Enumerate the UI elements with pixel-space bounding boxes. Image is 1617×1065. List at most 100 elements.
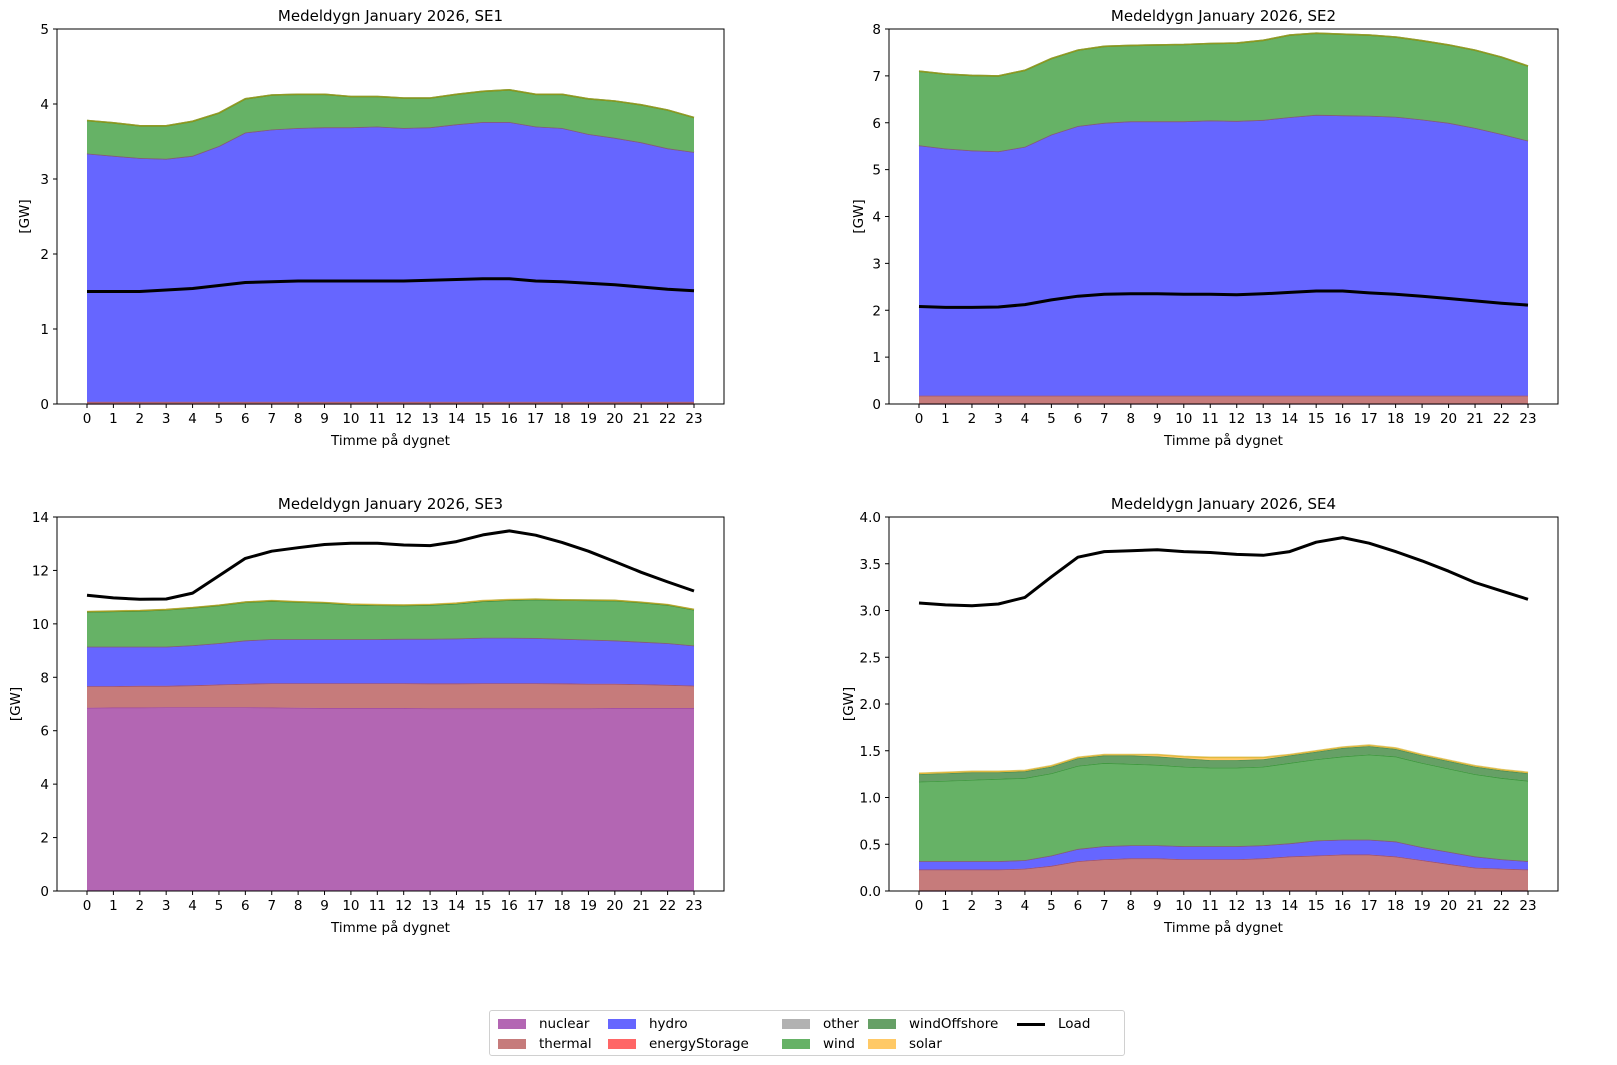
y-tick-label: 12	[32, 563, 49, 579]
x-tick-label: 11	[1202, 411, 1219, 427]
area-edge-solar	[918, 744, 1529, 774]
area-hydro	[919, 114, 1528, 396]
legend-swatch-nuclear	[498, 1019, 526, 1029]
y-tick-label: 2	[40, 247, 49, 263]
legend-swatch-solar	[868, 1039, 896, 1049]
y-tick-label: 1	[40, 322, 49, 338]
x-tick-label: 9	[1153, 411, 1162, 427]
plot-area	[86, 529, 695, 891]
x-tick-label: 16	[1334, 411, 1351, 427]
subplot-title: Medeldygn January 2026, SE4	[1111, 495, 1336, 513]
x-tick-label: 21	[1466, 411, 1483, 427]
subplot-title: Medeldygn January 2026, SE1	[278, 7, 503, 25]
x-tick-label: 7	[267, 411, 276, 427]
y-tick-label: 8	[40, 670, 49, 686]
x-tick-label: 9	[1153, 898, 1162, 914]
legend-swatch-other	[782, 1019, 810, 1029]
x-tick-label: 15	[474, 411, 491, 427]
area-edge-other	[87, 636, 695, 648]
x-tick-label: 18	[553, 411, 570, 427]
legend-label: nuclear	[539, 1016, 590, 1032]
area-edge-solar	[86, 88, 695, 127]
x-tick-label: 20	[1440, 411, 1457, 427]
x-axis-label: Timme på dygnet	[330, 432, 450, 449]
x-tick-label: 20	[1440, 898, 1457, 914]
x-tick-label: 7	[267, 898, 276, 914]
legend-label: Load	[1058, 1016, 1091, 1032]
x-tick-label: 4	[1021, 411, 1030, 427]
subplot-se2: 0 1 2 3 4 5 6 7 8 9 10 11 12 13 14 15 16 17 18 19 20 21 22 2301…	[851, 7, 1559, 449]
x-tick-label: 0	[915, 898, 924, 914]
legend-item-thermal: thermal	[498, 1035, 592, 1053]
x-tick-label: 20	[606, 898, 623, 914]
legend: nuclear thermal hydro energyStorage othe…	[489, 1010, 1125, 1056]
x-tick-label: 18	[1387, 411, 1404, 427]
x-tick-label: 1	[109, 898, 118, 914]
area-edge-solar	[86, 598, 695, 613]
y-tick-label: 2.0	[860, 697, 881, 713]
area-wind	[919, 33, 1528, 152]
x-tick-label: 12	[1228, 898, 1245, 914]
area-thermal	[87, 683, 694, 709]
area-hydro	[87, 637, 694, 687]
x-tick-label: 3	[162, 411, 171, 427]
x-axis-label: Timme på dygnet	[330, 919, 450, 936]
x-tick-label: 17	[527, 411, 544, 427]
x-tick-label: 10	[342, 411, 359, 427]
x-tick-label: 16	[501, 898, 518, 914]
subplot-title: Medeldygn January 2026, SE2	[1111, 7, 1336, 25]
x-tick-label: 5	[1047, 411, 1056, 427]
x-tick-label: 5	[215, 898, 224, 914]
x-tick-label: 13	[1255, 898, 1272, 914]
x-tick-label: 19	[1413, 411, 1430, 427]
y-tick-label: 4.0	[860, 510, 881, 526]
legend-item-nuclear: nuclear	[498, 1015, 589, 1033]
x-tick-label: 2	[968, 898, 977, 914]
y-tick-label: 1	[872, 350, 881, 366]
x-tick-label: 18	[1387, 898, 1404, 914]
x-tick-label: 11	[369, 411, 386, 427]
subplot-title: Medeldygn January 2026, SE3	[278, 495, 503, 513]
x-tick-label: 10	[1175, 411, 1192, 427]
x-tick-label: 4	[188, 411, 197, 427]
legend-label: thermal	[539, 1036, 592, 1052]
plot-area	[918, 536, 1529, 892]
legend-swatch-wind	[782, 1039, 810, 1049]
legend-label: wind	[823, 1036, 855, 1052]
x-tick-label: 8	[294, 898, 303, 914]
y-tick-label: 4	[40, 97, 49, 113]
legend-swatch-energystorage	[608, 1039, 636, 1049]
y-tick-label: 6	[40, 724, 49, 740]
x-tick-label: 0	[83, 898, 92, 914]
load-line	[918, 536, 1529, 608]
y-tick-label: 4	[872, 210, 881, 226]
y-tick-label: 3	[40, 172, 49, 188]
area-wind	[87, 599, 694, 647]
y-tick-label: 3.0	[860, 604, 881, 620]
x-tick-label: 6	[241, 411, 250, 427]
x-tick-label: 17	[1361, 898, 1378, 914]
x-tick-label: 5	[1047, 898, 1056, 914]
x-tick-label: 23	[685, 898, 702, 914]
legend-line-load	[1017, 1022, 1045, 1026]
x-tick-label: 14	[1281, 898, 1298, 914]
x-tick-label: 15	[474, 898, 491, 914]
x-tick-label: 6	[1074, 411, 1083, 427]
x-tick-label: 14	[1281, 411, 1298, 427]
legend-label: windOffshore	[909, 1016, 999, 1032]
x-tick-label: 3	[162, 898, 171, 914]
x-tick-label: 1	[109, 411, 118, 427]
y-tick-label: 0.5	[860, 837, 881, 853]
x-tick-label: 21	[1466, 898, 1483, 914]
legend-item-energystorage: energyStorage	[608, 1035, 749, 1053]
y-tick-label: 5	[40, 22, 49, 38]
y-tick-label: 8	[872, 22, 881, 38]
x-tick-label: 22	[659, 411, 676, 427]
legend-swatch-thermal	[498, 1039, 526, 1049]
x-tick-label: 22	[1493, 411, 1510, 427]
subplot-se3: 0 1 2 3 4 5 6 7 8 9 10 11 12 13 14 15 16 17 18 19 20 21 22 2302…	[8, 495, 725, 936]
x-tick-label: 4	[188, 898, 197, 914]
x-tick-label: 16	[1334, 898, 1351, 914]
legend-label: hydro	[649, 1016, 688, 1032]
x-tick-label: 8	[1127, 411, 1136, 427]
